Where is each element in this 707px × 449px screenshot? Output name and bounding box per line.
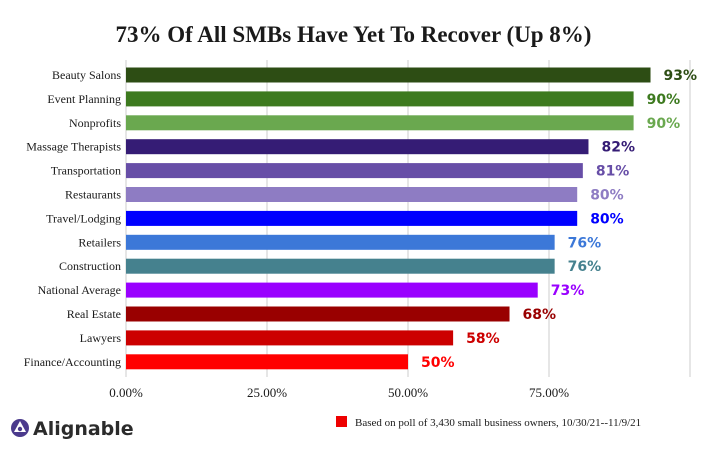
value-label: 80% bbox=[590, 211, 624, 227]
alignable-logo-icon bbox=[11, 419, 29, 437]
bar bbox=[126, 139, 589, 155]
bar bbox=[126, 187, 578, 202]
value-label: 93% bbox=[664, 68, 698, 84]
category-label: Travel/Lodging bbox=[46, 211, 121, 225]
x-tick-label: 0.00% bbox=[109, 385, 143, 400]
x-tick-label: 50.00% bbox=[388, 385, 428, 400]
bar bbox=[126, 67, 651, 83]
category-label: Lawyers bbox=[80, 331, 122, 345]
chart-title: 73% Of All SMBs Have Yet To Recover (Up … bbox=[116, 22, 592, 47]
footnote-text: Based on poll of 3,430 small business ow… bbox=[355, 417, 641, 429]
category-label: Transportation bbox=[51, 164, 121, 178]
value-label: 76% bbox=[568, 259, 602, 275]
value-label: 82% bbox=[601, 140, 635, 156]
category-label: Restaurants bbox=[65, 188, 121, 202]
value-label: 73% bbox=[551, 283, 585, 299]
footnote-swatch bbox=[336, 416, 347, 427]
bar bbox=[126, 354, 408, 370]
value-label: 90% bbox=[647, 116, 681, 132]
bar bbox=[126, 282, 538, 298]
footnote: Based on poll of 3,430 small business ow… bbox=[336, 416, 641, 429]
x-axis-ticks: 0.00% 25.00% 50.00% 75.00% bbox=[109, 385, 569, 400]
bar bbox=[126, 330, 454, 346]
category-label: Real Estate bbox=[67, 307, 121, 321]
value-label: 50% bbox=[421, 355, 455, 371]
category-label: Event Planning bbox=[47, 92, 121, 106]
bar bbox=[126, 91, 634, 107]
category-labels: Beauty Salons Event Planning Nonprofits Mas… bbox=[24, 68, 122, 369]
category-label: Beauty Salons bbox=[52, 68, 121, 82]
category-label: Finance/Accounting bbox=[24, 355, 121, 369]
category-label: National Average bbox=[38, 283, 121, 297]
value-label: 68% bbox=[523, 307, 557, 323]
value-labels: 93% 90% 90% 82% 81% 80% 80% 76% 76% 73% 68% 58% 50% bbox=[421, 68, 697, 371]
logo-text: Alignable bbox=[33, 418, 134, 440]
bar bbox=[126, 306, 510, 322]
bar bbox=[126, 210, 578, 226]
bar bbox=[126, 258, 555, 274]
bar bbox=[126, 163, 583, 179]
category-label: Massage Therapists bbox=[26, 140, 121, 154]
alignable-logo: Alignable bbox=[11, 418, 134, 440]
bar bbox=[126, 234, 555, 250]
value-label: 81% bbox=[596, 164, 630, 180]
value-label: 58% bbox=[466, 331, 500, 347]
value-label: 76% bbox=[568, 235, 602, 251]
category-label: Construction bbox=[59, 259, 121, 273]
category-label: Retailers bbox=[78, 235, 121, 249]
x-tick-label: 25.00% bbox=[247, 385, 287, 400]
value-label: 90% bbox=[647, 92, 681, 108]
value-label: 80% bbox=[590, 188, 624, 204]
bar bbox=[126, 115, 634, 131]
x-tick-label: 75.00% bbox=[529, 385, 569, 400]
category-label: Nonprofits bbox=[69, 116, 121, 130]
bars bbox=[126, 67, 651, 370]
